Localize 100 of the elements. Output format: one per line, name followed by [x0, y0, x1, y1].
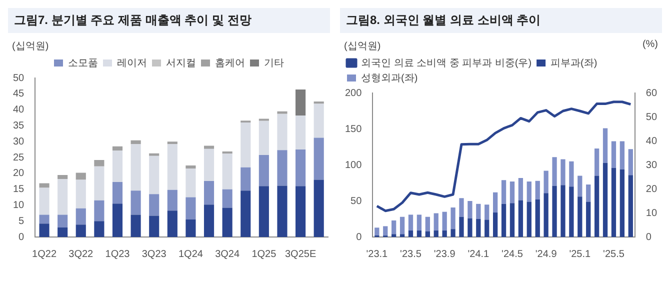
bar	[167, 144, 178, 190]
bar	[535, 180, 540, 200]
bar	[240, 167, 251, 191]
bar	[258, 154, 269, 186]
bar	[392, 234, 396, 237]
bar	[130, 214, 141, 237]
y2-tick-label: 40	[646, 136, 658, 147]
bar	[204, 181, 214, 205]
bar	[186, 197, 196, 220]
legend-label: 홈케어	[215, 58, 245, 69]
y-tick-label: 30	[13, 136, 25, 148]
bar	[149, 216, 160, 237]
bar	[296, 150, 306, 186]
bar	[112, 182, 123, 204]
bar	[277, 111, 288, 114]
bar	[544, 170, 548, 194]
bar	[552, 157, 557, 186]
y2-axis-title: (%)	[642, 39, 658, 52]
legend-label: 레이저	[117, 58, 147, 69]
bar	[484, 204, 490, 220]
legend-label: 성형외과(좌)	[361, 72, 418, 84]
bar	[526, 202, 532, 237]
bar	[222, 154, 232, 190]
x-tick-label: 1Q23	[105, 248, 130, 260]
bar	[501, 204, 506, 237]
y-tick-label: 15	[13, 184, 25, 196]
y-tick-label: 50	[13, 72, 25, 84]
legend-label: 외국인 의료 소비액 중 피부과 비중(우)	[361, 58, 532, 69]
bar	[130, 144, 141, 191]
x-tick-label: '25.1	[569, 248, 592, 260]
bar	[186, 165, 196, 169]
bar	[594, 148, 600, 176]
chart-title: 그림7. 분기별 주요 제품 매출액 추이 및 전망	[8, 8, 330, 33]
bar	[39, 224, 50, 237]
bar	[76, 208, 86, 225]
bar	[58, 174, 68, 180]
bar	[58, 227, 68, 237]
bar	[569, 161, 574, 187]
bar	[578, 176, 582, 197]
bar	[518, 178, 524, 200]
bar	[611, 141, 616, 168]
x-tick-label: 1Q24	[178, 248, 204, 260]
y-axis-title: (십억원)	[344, 40, 381, 53]
bar	[510, 182, 515, 204]
x-tick-label: '23.9	[434, 248, 456, 260]
y-tick-label: 0	[356, 232, 362, 243]
bar	[76, 180, 86, 208]
legend-label: 소모품	[68, 58, 98, 69]
bar	[130, 140, 141, 144]
bar	[167, 142, 178, 144]
bar	[258, 120, 269, 155]
bar	[94, 166, 104, 200]
bar	[434, 213, 438, 231]
x-tick-label: '24.9	[535, 248, 558, 260]
bar	[240, 122, 251, 168]
bar	[526, 182, 532, 202]
bar	[492, 212, 498, 237]
bar	[611, 168, 616, 237]
y-tick-label: 35	[13, 120, 25, 132]
bar	[186, 220, 196, 237]
bar	[518, 200, 524, 237]
bar	[296, 89, 306, 116]
y2-tick-label: 30	[646, 160, 658, 171]
x-tick-label: 1Q22	[32, 248, 57, 260]
bar	[535, 200, 540, 237]
bar	[222, 208, 232, 237]
bar	[578, 196, 582, 237]
bar	[112, 204, 123, 237]
bar	[628, 149, 633, 176]
bar	[501, 180, 506, 204]
legend-label: 기타	[264, 58, 284, 69]
bar	[296, 116, 306, 150]
bar	[552, 186, 557, 237]
y2-tick-label: 0	[646, 232, 652, 243]
bar	[39, 214, 50, 224]
y-tick-label: 50	[350, 196, 362, 207]
x-tick-label: 3Q25E	[284, 248, 316, 260]
bar	[459, 216, 464, 237]
bar	[602, 128, 608, 163]
bar	[560, 185, 566, 237]
x-tick-label: 3Q24	[215, 248, 240, 260]
bar	[94, 200, 104, 222]
bar	[130, 190, 141, 215]
x-tick-label: 3Q23	[142, 248, 167, 260]
bar	[314, 138, 324, 180]
bar	[167, 190, 178, 211]
y-tick-label: 5	[18, 216, 25, 227]
bar	[484, 220, 490, 237]
y-tick-label: 25	[13, 152, 25, 164]
bar	[204, 148, 214, 182]
bar	[468, 218, 472, 237]
bar	[434, 230, 438, 237]
chart-title: 그림8. 외국인 월별 의료 소비액 추이	[340, 8, 662, 33]
bar	[112, 146, 123, 151]
bar	[58, 179, 68, 215]
x-tick-label: '23.5	[400, 248, 422, 260]
bar	[586, 184, 591, 202]
bar	[258, 186, 269, 237]
bar	[222, 189, 232, 208]
y-tick-label: 0	[18, 232, 25, 243]
